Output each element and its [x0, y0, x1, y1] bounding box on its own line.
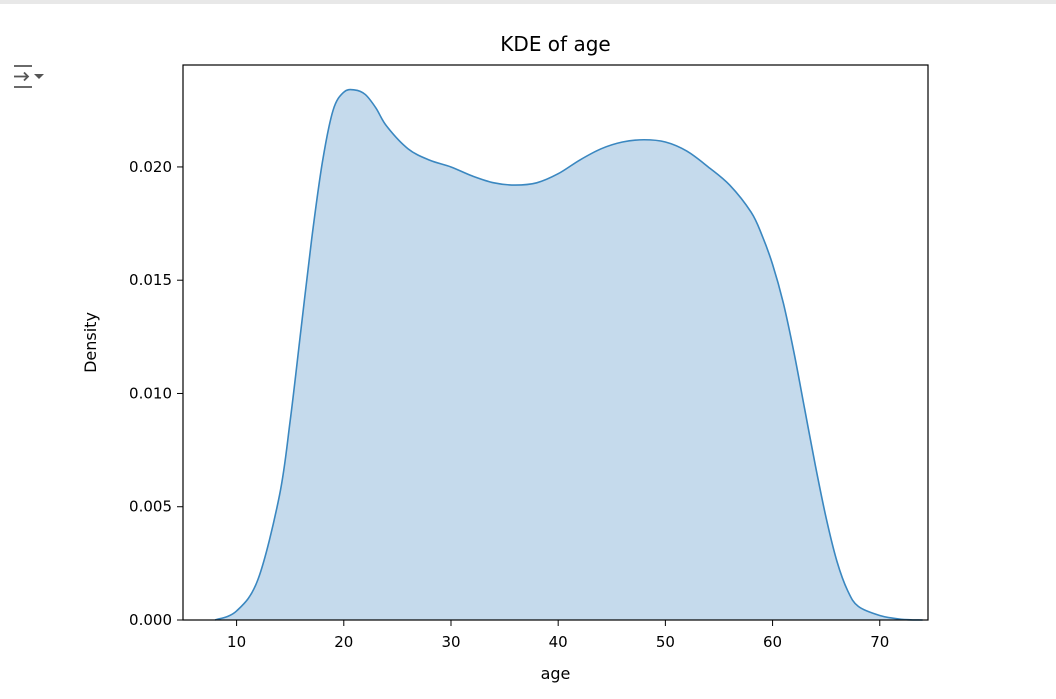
kde-area-fill	[215, 89, 923, 621]
x-tick-label: 60	[763, 633, 782, 651]
y-tick-label: 0.000	[129, 611, 172, 629]
y-axis: 0.000 0.005 0.010 0.015 0.020	[129, 158, 183, 629]
y-tick-label: 0.005	[129, 498, 172, 516]
output-toggle-button[interactable]	[8, 60, 48, 94]
y-tick-label: 0.015	[129, 271, 172, 289]
collapse-output-icon	[14, 65, 44, 88]
y-tick-label: 0.010	[129, 384, 172, 402]
axes-frame	[182, 64, 929, 621]
kde-line	[214, 88, 923, 621]
y-axis-label: Density	[81, 312, 100, 373]
x-tick-label: 10	[227, 633, 246, 651]
x-tick-label: 40	[549, 633, 568, 651]
x-axis-label: age	[541, 664, 571, 683]
plot-area	[214, 88, 923, 621]
x-tick-label: 70	[870, 633, 889, 651]
x-axis: 10 20 30 40 50 60 70	[227, 620, 889, 651]
y-tick-label: 0.020	[129, 158, 172, 176]
x-tick-label: 20	[334, 633, 353, 651]
x-tick-label: 50	[656, 633, 675, 651]
output-top-border	[0, 0, 1056, 4]
chart-title: KDE of age	[500, 32, 610, 56]
x-tick-label: 30	[441, 633, 460, 651]
